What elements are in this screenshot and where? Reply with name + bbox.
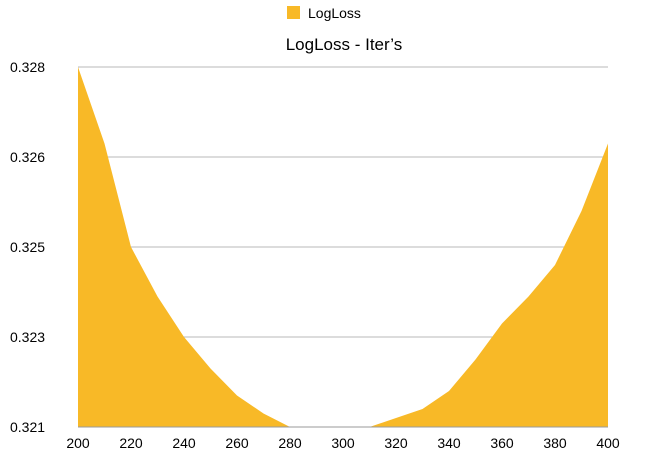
x-tick-label: 380 [543, 435, 567, 451]
area-series-logloss [78, 67, 608, 427]
x-tick-label: 400 [596, 435, 620, 451]
x-tick-label: 280 [278, 435, 302, 451]
x-tick-label: 360 [490, 435, 514, 451]
x-tick-label: 320 [384, 435, 408, 451]
y-tick-labels: 0.321 0.323 0.325 0.326 0.328 [10, 59, 45, 435]
legend-label-logloss: LogLoss [308, 5, 361, 21]
y-tick-label: 0.326 [10, 149, 45, 165]
x-tick-label: 260 [225, 435, 249, 451]
y-tick-label: 0.323 [10, 329, 45, 345]
x-tick-label: 220 [119, 435, 143, 451]
chart-title: LogLoss - Iter’s [286, 35, 403, 54]
x-tick-label: 240 [172, 435, 196, 451]
y-tick-label: 0.321 [10, 419, 45, 435]
x-tick-label: 300 [331, 435, 355, 451]
legend-swatch-logloss [287, 6, 300, 19]
legend: LogLoss [287, 5, 361, 21]
x-tick-label: 200 [66, 435, 90, 451]
plot-area [78, 67, 608, 427]
x-tick-labels: 200 220 240 260 280 300 320 340 360 380 400 [66, 435, 620, 451]
x-tick-label: 340 [437, 435, 461, 451]
y-tick-label: 0.325 [10, 239, 45, 255]
y-tick-label: 0.328 [10, 59, 45, 75]
